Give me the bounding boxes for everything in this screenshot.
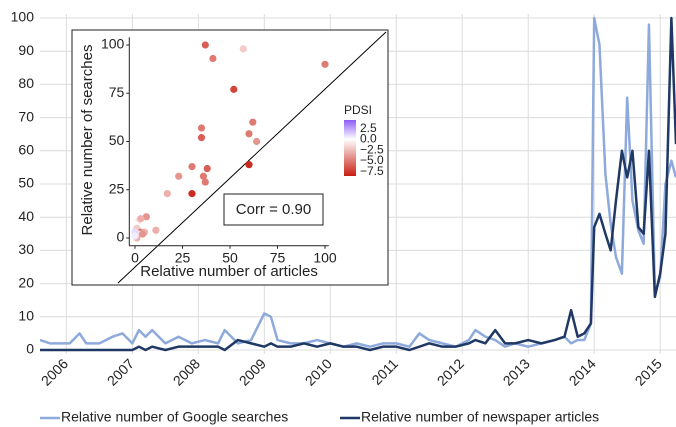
series-line [40, 16, 676, 352]
scatter-point [230, 85, 238, 93]
y-tick-label: 70 [18, 108, 34, 124]
scatter-point [142, 213, 150, 221]
series-line [40, 16, 676, 348]
scatter-point [245, 161, 253, 169]
scatter-point [253, 137, 261, 146]
annotation-box [223, 193, 324, 226]
y-tick-label: 75 [109, 84, 125, 100]
x-tick-label: 2007 [104, 355, 137, 388]
y-tick-label: 90 [18, 42, 34, 58]
legend-label: Relative number of Google searches [61, 409, 288, 425]
x-axis-label: Relative number of articles [140, 263, 318, 280]
y-tick-label: 100 [101, 36, 125, 52]
scatter-point [199, 172, 207, 180]
y-tick-label: 50 [18, 175, 34, 191]
colorbar-tick-label: −2.5 [360, 142, 384, 156]
x-tick-label: 2011 [368, 355, 401, 388]
y-tick-label: 60 [18, 142, 34, 158]
y-tick-label: 30 [18, 241, 34, 257]
y-tick-label: 50 [109, 132, 125, 148]
x-tick-label: 2013 [500, 355, 533, 388]
scatter-point [139, 230, 147, 238]
y-tick-label: 80 [18, 75, 34, 91]
x-tick-label: 2010 [302, 355, 335, 388]
y-tick-label: 100 [11, 9, 35, 25]
scatter-point [201, 178, 209, 186]
scatter-point [201, 41, 209, 49]
x-tick-label: 0 [131, 249, 139, 265]
scatter-point [152, 226, 160, 234]
colorbar [344, 120, 356, 176]
scatter-point [249, 118, 257, 126]
colorbar-title: PDSI [344, 103, 372, 117]
inset-panel [71, 29, 389, 286]
y-tick-label: 25 [109, 180, 125, 196]
scatter-point [163, 190, 171, 198]
scatter-point [175, 172, 183, 180]
identity-line [117, 31, 387, 284]
lines [40, 16, 676, 352]
scatter-point [209, 54, 217, 63]
scatter-point [321, 60, 329, 68]
colorbar-tick-label: −7.5 [360, 164, 384, 178]
annotation: Corr = 0.90 [236, 201, 311, 218]
scatter-point [203, 164, 211, 173]
scatter-point [188, 162, 196, 171]
scatter-point [239, 45, 247, 53]
legend-label: Relative number of newspaper articles [361, 409, 599, 425]
x-tick-label: 75 [270, 249, 286, 265]
scatter-point [137, 215, 145, 223]
y-tick-label: 20 [18, 274, 34, 290]
colorbar-tick-label: −5.0 [360, 153, 384, 167]
x-tick-label: 100 [313, 249, 337, 265]
x-tick-label: 2008 [170, 355, 203, 388]
scatter-point [188, 190, 196, 198]
colorbar-tick-label: 0.0 [360, 132, 377, 146]
x-tick-label: 25 [175, 249, 191, 265]
y-tick-label: 0 [26, 341, 34, 357]
scatter-point [131, 232, 139, 240]
y-axis-label: Relative number of searches [79, 45, 96, 236]
y-tick-label: 10 [18, 308, 34, 324]
x-tick-label: 2014 [566, 355, 599, 388]
x-tick-label: 2006 [38, 355, 71, 388]
x-tick-label: 2015 [632, 355, 665, 388]
colorbar-tick-label: 2.5 [360, 121, 377, 135]
x-tick-label: 2009 [236, 355, 269, 388]
y-tick-label: 0 [117, 229, 125, 245]
scatter-point [197, 124, 206, 132]
y-tick-label: 40 [18, 208, 34, 224]
scatter-point [197, 134, 206, 142]
x-tick-label: 2012 [434, 355, 467, 388]
x-tick-label: 50 [222, 249, 238, 265]
scatter-point [245, 130, 253, 138]
